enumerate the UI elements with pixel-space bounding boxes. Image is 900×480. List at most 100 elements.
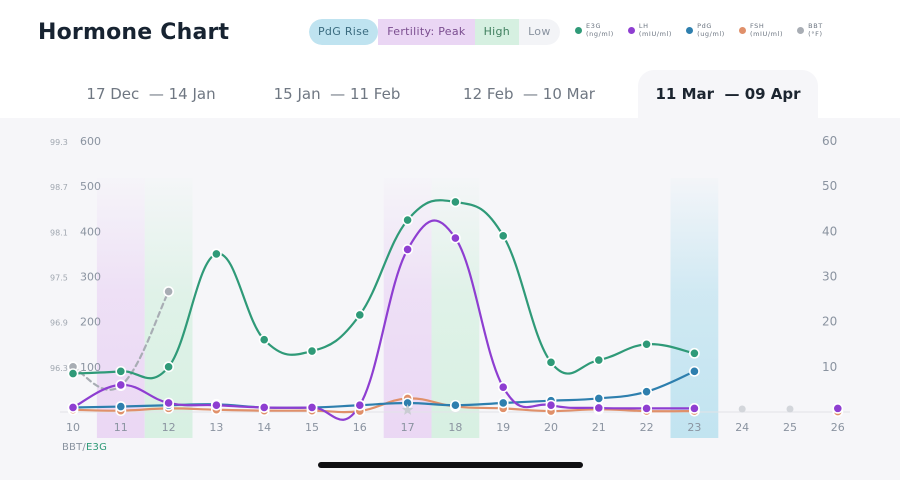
data-point-pdg xyxy=(497,397,509,409)
legend-item-fsh[interactable]: FSH (mIU/ml) xyxy=(738,22,784,38)
home-indicator[interactable] xyxy=(318,462,583,468)
series-line-e3g xyxy=(71,199,696,380)
pill-fertility-peak[interactable]: Fertility: Peak xyxy=(378,19,475,45)
x-tick-label: 10 xyxy=(66,421,80,434)
data-point-lh xyxy=(689,402,700,414)
right-tick-label: 60 xyxy=(822,134,837,148)
data-point-e3g xyxy=(115,365,127,377)
data-point-e3g xyxy=(593,354,605,366)
page-title: Hormone Chart xyxy=(38,20,230,45)
pill-pdg-rise[interactable]: PdG Rise xyxy=(309,19,379,45)
x-tick-label: 12 xyxy=(162,421,176,434)
bbt-tick-label: 98.1 xyxy=(50,228,68,237)
legend-dot-icon xyxy=(738,27,746,34)
chart-legend: E3G (ng/ml) LH (mIU/ml) PdG (ug/ml) FSH (mIU… xyxy=(575,22,823,38)
axis-mode-label[interactable]: BBT/E3G xyxy=(62,442,107,453)
legend-name: FSH xyxy=(749,22,765,30)
e3g-tick-label: 500 xyxy=(80,180,101,193)
tab-17dec-14jan[interactable]: 17 Dec — 14 Jan xyxy=(86,85,216,103)
x-tick-label: 17 xyxy=(401,421,415,434)
pill-high[interactable]: High xyxy=(474,19,520,45)
data-point-e3g xyxy=(402,214,413,226)
data-point-e3g xyxy=(306,345,318,357)
legend-item-pdg[interactable]: PdG (ug/ml) xyxy=(686,22,725,38)
right-tick-label: 50 xyxy=(822,179,837,193)
data-point-bbt xyxy=(163,286,174,297)
tab-15jan-11feb[interactable]: 15 Jan — 11 Feb xyxy=(273,85,401,103)
data-point-e3g xyxy=(449,196,461,208)
bbt-tick-label: 96.9 xyxy=(50,319,68,328)
tab-start: 17 Dec xyxy=(86,85,140,103)
x-tick-label: 14 xyxy=(257,421,271,434)
phase-band xyxy=(670,178,719,438)
legend-unit: (ug/ml) xyxy=(697,30,725,38)
x-tick-label: 11 xyxy=(114,421,128,434)
legend-item-lh[interactable]: LH (mIU/ml) xyxy=(627,22,673,38)
x-tick-label: 19 xyxy=(496,421,510,434)
data-point-pdg xyxy=(689,365,700,377)
e3g-tick-label: 600 xyxy=(80,135,101,148)
tab-start: 11 Mar xyxy=(655,85,715,103)
tab-end: 11 Feb xyxy=(349,85,401,103)
data-point-pdg xyxy=(593,393,605,404)
legend-item-bbt[interactable]: BBT (°F) xyxy=(797,22,823,38)
data-point-e3g xyxy=(67,368,79,380)
legend-unit: (ng/ml) xyxy=(586,30,614,38)
data-point-e3g xyxy=(354,309,366,321)
tab-end: 09 Apr xyxy=(744,85,801,103)
x-tick-label: 24 xyxy=(735,421,749,434)
date-range-tabs: 17 Dec — 14 Jan 15 Jan — 11 Feb 12 Feb —… xyxy=(0,70,900,118)
data-point-pdg xyxy=(115,401,127,412)
data-point-e3g xyxy=(163,361,174,373)
right-tick-label: 30 xyxy=(822,270,837,284)
x-tick-label: 22 xyxy=(640,421,654,434)
data-point-pdg xyxy=(641,386,652,398)
data-point-lh xyxy=(593,402,605,414)
legend-dot-icon xyxy=(575,27,582,34)
bbt-tick-label: 98.7 xyxy=(50,183,68,192)
tab-start: 12 Feb xyxy=(463,85,514,103)
bbt-tick-label: 99.3 xyxy=(50,138,68,147)
series-line-lh xyxy=(71,219,696,421)
legend-unit: (mIU/ml) xyxy=(749,30,784,38)
tab-12feb-10mar[interactable]: 12 Feb — 10 Mar xyxy=(463,85,595,103)
data-point-lh xyxy=(115,379,127,391)
legend-item-e3g[interactable]: E3G (ng/ml) xyxy=(575,22,614,38)
empty-day-dot xyxy=(738,405,746,413)
bbt-tick-label: 96.3 xyxy=(50,364,68,373)
data-point-lh xyxy=(449,232,461,244)
data-point-e3g xyxy=(689,347,700,359)
e3g-tick-label: 100 xyxy=(80,361,101,374)
data-point-lh xyxy=(402,243,413,255)
x-tick-label: 18 xyxy=(448,421,462,434)
legend-dot-icon xyxy=(627,27,635,34)
data-point-e3g xyxy=(497,230,509,242)
x-tick-label: 15 xyxy=(305,421,319,434)
data-point-lh xyxy=(67,402,79,413)
e3g-tick-label: 200 xyxy=(80,316,101,329)
legend-unit: (mIU/ml) xyxy=(638,30,673,38)
data-point-lh xyxy=(306,402,318,413)
right-tick-label: 20 xyxy=(822,315,837,329)
pill-low[interactable]: Low xyxy=(519,19,560,45)
legend-dot-icon xyxy=(686,27,694,34)
legend-name: E3G xyxy=(586,22,602,30)
phase-band xyxy=(431,178,480,438)
x-tick-label: 13 xyxy=(209,421,223,434)
e3g-tick-label: 400 xyxy=(80,225,101,238)
legend-name: BBT xyxy=(808,22,823,30)
data-point-lh xyxy=(497,381,509,393)
right-tick-label: 40 xyxy=(822,224,837,238)
data-point-lh xyxy=(832,402,844,414)
data-point-lh xyxy=(641,402,652,414)
phase-band xyxy=(96,178,145,438)
tab-11mar-09apr[interactable]: 11 Mar — 09 Apr xyxy=(638,70,818,118)
phase-band xyxy=(144,178,193,438)
data-point-lh xyxy=(163,397,174,409)
bbt-label: BBT/ xyxy=(62,442,86,453)
empty-day-dot xyxy=(786,405,794,413)
x-tick-label: 26 xyxy=(831,421,845,434)
data-point-lh xyxy=(258,402,270,413)
tab-start: 15 Jan xyxy=(273,85,321,103)
